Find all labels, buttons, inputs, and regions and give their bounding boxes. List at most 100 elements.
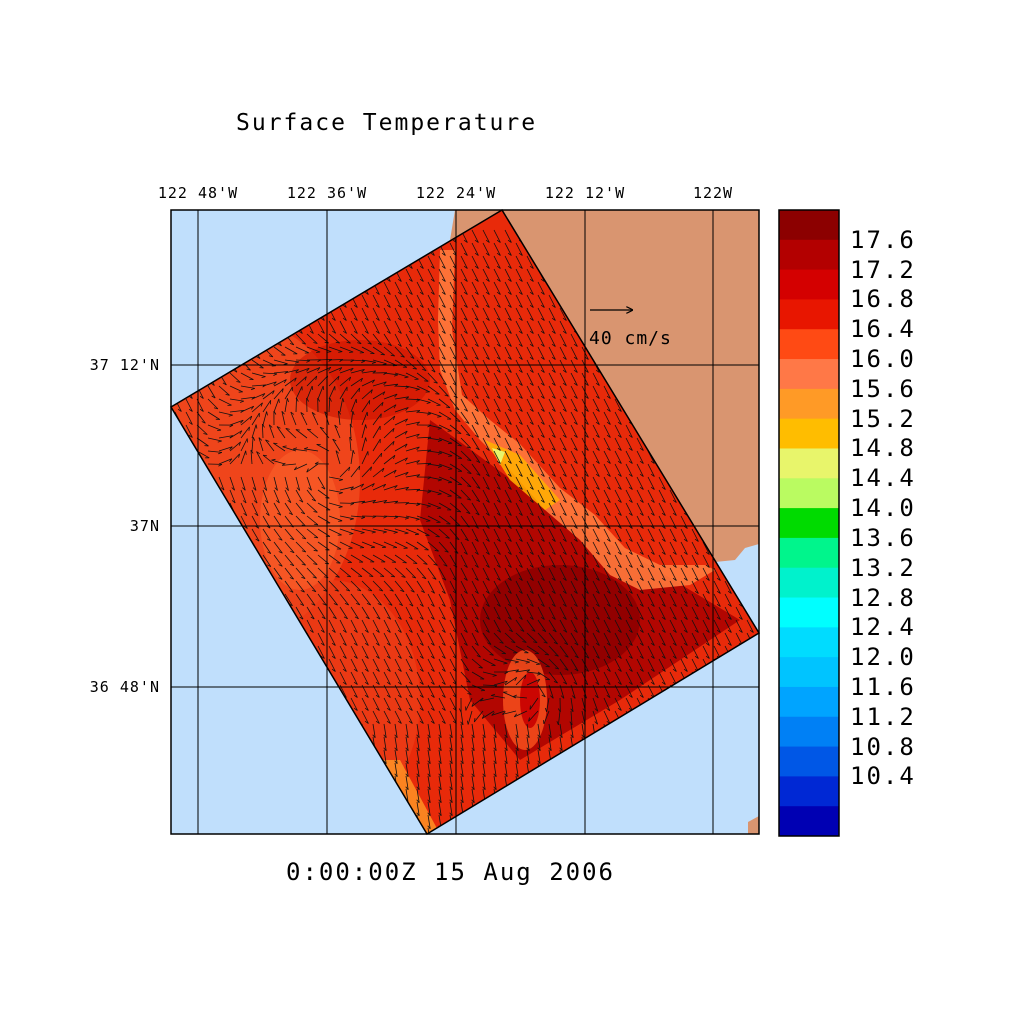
velocity-vector-head [364, 707, 369, 711]
velocity-vector-head [296, 397, 299, 402]
velocity-vector-head [449, 812, 453, 817]
velocity-vector [449, 658, 457, 672]
velocity-vector [504, 385, 512, 399]
velocity-vector [515, 268, 523, 282]
velocity-vector-head [540, 343, 545, 347]
velocity-vector [625, 632, 633, 646]
velocity-vector-head [349, 436, 353, 441]
velocity-vector-head [485, 421, 490, 425]
velocity-vector-head [317, 367, 321, 371]
velocity-vector [207, 424, 222, 431]
velocity-vector [504, 528, 512, 542]
velocity-vector [240, 415, 253, 426]
velocity-vector [328, 567, 340, 578]
velocity-vector-head [430, 265, 435, 269]
velocity-vector-head [650, 564, 655, 568]
velocity-vector-head [474, 343, 479, 347]
velocity-vector [625, 502, 633, 516]
velocity-vector [603, 632, 611, 646]
velocity-vector [306, 428, 319, 439]
velocity-vector [207, 450, 222, 453]
velocity-vector-head [761, 643, 764, 645]
velocity-vector-head [433, 381, 438, 384]
velocity-vector [528, 710, 539, 722]
velocity-vector [328, 619, 336, 633]
velocity-vector [328, 359, 344, 361]
velocity-vector-head [285, 839, 288, 842]
velocity-vector [394, 515, 409, 519]
velocity-vector [482, 359, 490, 373]
velocity-vector [427, 541, 439, 552]
velocity-vector-head [474, 642, 479, 646]
velocity-vector [724, 593, 732, 607]
velocity-vector-head [705, 590, 710, 594]
velocity-vector [680, 645, 688, 659]
velocity-vector-head [255, 424, 258, 429]
velocity-vector [251, 502, 259, 516]
velocity-vector-head [278, 551, 283, 554]
velocity-vector [515, 502, 523, 516]
velocity-vector [482, 385, 490, 399]
velocity-vector [460, 541, 468, 555]
velocity-vector [515, 372, 523, 386]
velocity-vector [460, 502, 471, 514]
velocity-vector [394, 486, 409, 491]
velocity-vector [702, 593, 710, 607]
velocity-vector [449, 411, 461, 422]
velocity-vector [537, 372, 545, 386]
velocity-vector [482, 411, 490, 425]
velocity-vector-head [540, 564, 545, 568]
velocity-vector-head [441, 330, 446, 334]
velocity-vector-head [485, 395, 490, 399]
velocity-vector-head [430, 642, 435, 646]
velocity-vector [438, 346, 446, 360]
velocity-vector-head [672, 616, 677, 620]
velocity-vector [504, 567, 512, 581]
velocity-vector-head [489, 654, 494, 656]
velocity-vector-head [476, 473, 481, 476]
velocity-vector-head [408, 707, 413, 711]
velocity-vector-head [404, 517, 410, 520]
velocity-vector-head [463, 330, 468, 334]
velocity-vector-head [617, 694, 622, 698]
velocity-vector-head [628, 434, 633, 438]
velocity-vector-head [511, 641, 516, 644]
velocity-vector-head [375, 707, 380, 711]
velocity-vector [383, 383, 398, 387]
velocity-vector-head [584, 551, 589, 555]
velocity-vector [548, 320, 556, 334]
velocity-vector-head [211, 395, 216, 399]
velocity-vector-head [639, 681, 644, 685]
velocity-vector [438, 593, 446, 607]
velocity-vector [427, 658, 435, 672]
velocity-vector [680, 593, 688, 607]
velocity-vector-head [412, 367, 417, 370]
velocity-vector-head [507, 512, 512, 516]
velocity-vector-head [518, 252, 523, 256]
velocity-vector-head [639, 486, 644, 490]
velocity-vector-head [595, 655, 600, 659]
velocity-vector-head [321, 486, 326, 490]
velocity-vector-head [348, 466, 351, 472]
velocity-vector [482, 255, 490, 269]
velocity-vector-head [540, 395, 545, 399]
velocity-vector-head [457, 497, 462, 499]
velocity-vector [548, 294, 556, 308]
velocity-vector-head [367, 589, 373, 592]
velocity-vector [207, 398, 219, 410]
velocity-vector [240, 438, 248, 452]
velocity-vector [647, 528, 655, 542]
velocity-vector [438, 697, 446, 711]
velocity-vector-head [474, 408, 479, 412]
velocity-vector [394, 541, 408, 549]
velocity-vector [526, 606, 534, 620]
velocity-vector [416, 333, 424, 347]
velocity-vector [372, 593, 382, 606]
velocity-vector [438, 801, 442, 816]
velocity-vector-head [518, 382, 523, 386]
velocity-vector [603, 489, 611, 503]
velocity-vector [295, 515, 306, 527]
velocity-vector [493, 680, 508, 686]
velocity-vector [251, 436, 254, 452]
velocity-vector-head [265, 439, 270, 442]
